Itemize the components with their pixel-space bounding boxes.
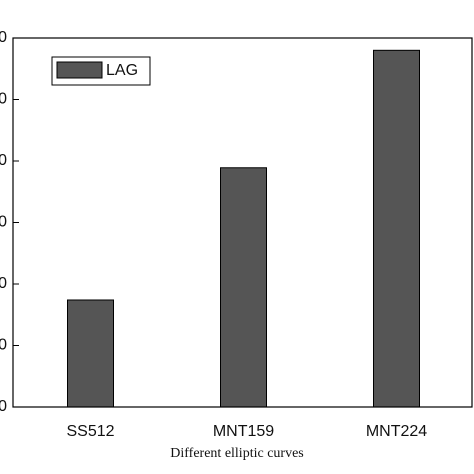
- bar: [220, 167, 267, 408]
- y-tick-label: 60: [0, 29, 7, 46]
- legend-swatch: [56, 61, 103, 79]
- x-tick-label: MNT224: [366, 423, 427, 440]
- legend-label: LAG: [106, 62, 138, 79]
- x-tick-label: SS512: [66, 423, 114, 440]
- plot-frame: [12, 37, 473, 408]
- x-axis-title: Different elliptic curves: [170, 446, 303, 461]
- x-tick-label: MNT159: [213, 423, 274, 440]
- bar: [67, 299, 114, 408]
- y-tick-label: 20: [0, 275, 7, 292]
- y-tick-label: 40: [0, 152, 7, 169]
- y-tick-label: 30: [0, 214, 7, 231]
- y-tick-label: 50: [0, 91, 7, 108]
- y-tick-label: 10: [0, 337, 7, 354]
- y-tick-label: 0: [0, 398, 7, 415]
- bar: [373, 49, 420, 408]
